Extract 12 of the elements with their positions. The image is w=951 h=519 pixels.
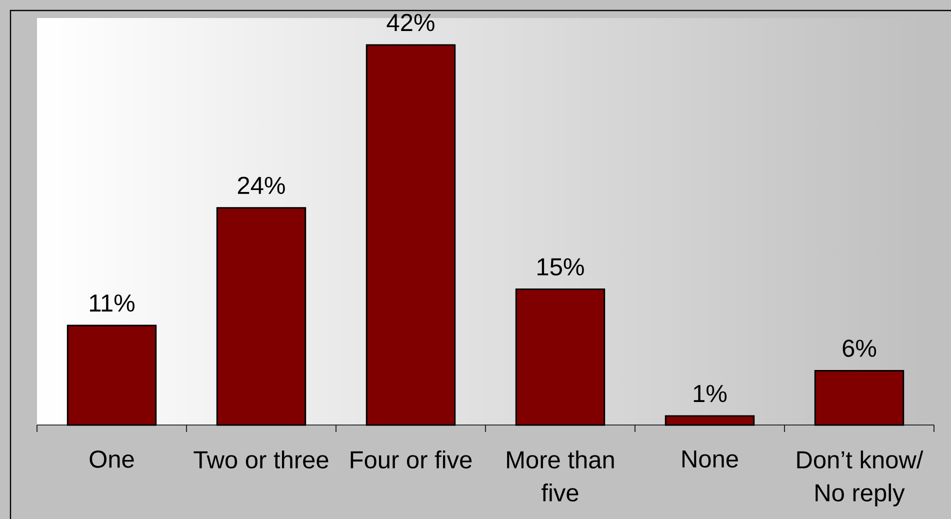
x-tick-label: None — [682, 450, 738, 468]
x-tick-label: One — [90, 450, 134, 468]
data-label: 15% — [538, 258, 584, 276]
x-tick-label: Two or three — [194, 450, 328, 469]
data-label: 11% — [90, 294, 134, 312]
x-tick-label: More than five — [507, 450, 614, 502]
data-label: 6% — [842, 340, 876, 357]
x-tick-label: Four or five — [350, 450, 472, 469]
x-tick-label: Don’t know/ No reply — [797, 450, 924, 506]
data-label: 42% — [386, 14, 434, 32]
data-label: 1% — [694, 384, 727, 402]
data-label: 24% — [238, 176, 285, 194]
